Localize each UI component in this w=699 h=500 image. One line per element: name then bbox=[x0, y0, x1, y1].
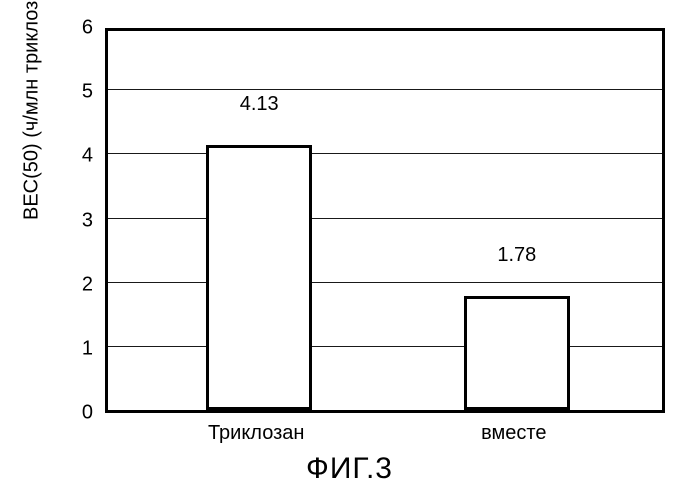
figure-caption: ФИГ.3 bbox=[306, 452, 393, 486]
y-tick-label: 3 bbox=[82, 209, 93, 232]
y-tick-label: 1 bbox=[82, 337, 93, 360]
y-tick-label: 0 bbox=[82, 402, 93, 425]
bar bbox=[464, 296, 570, 410]
chart-figure: BEC(50) (ч/млн триклозана) 0 1 2 3 4 5 6 4.13 1… bbox=[0, 0, 699, 500]
y-tick-label: 6 bbox=[82, 17, 93, 40]
bar-value-label: 1.78 bbox=[497, 244, 536, 267]
bar-value-label: 4.13 bbox=[240, 93, 279, 116]
y-tick-label: 4 bbox=[82, 145, 93, 168]
x-tick-label: Триклозан bbox=[208, 422, 305, 445]
x-tick-label: вместе bbox=[481, 422, 546, 445]
y-tick-label: 5 bbox=[82, 81, 93, 104]
y-tick-label: 2 bbox=[82, 273, 93, 296]
plot-area: 4.13 1.78 bbox=[105, 28, 665, 413]
bars-layer: 4.13 1.78 bbox=[108, 31, 662, 410]
y-axis-title: BEC(50) (ч/млн триклозана) bbox=[21, 0, 44, 220]
bar bbox=[206, 145, 312, 410]
x-axis-labels: Триклозан вместе bbox=[105, 416, 665, 446]
